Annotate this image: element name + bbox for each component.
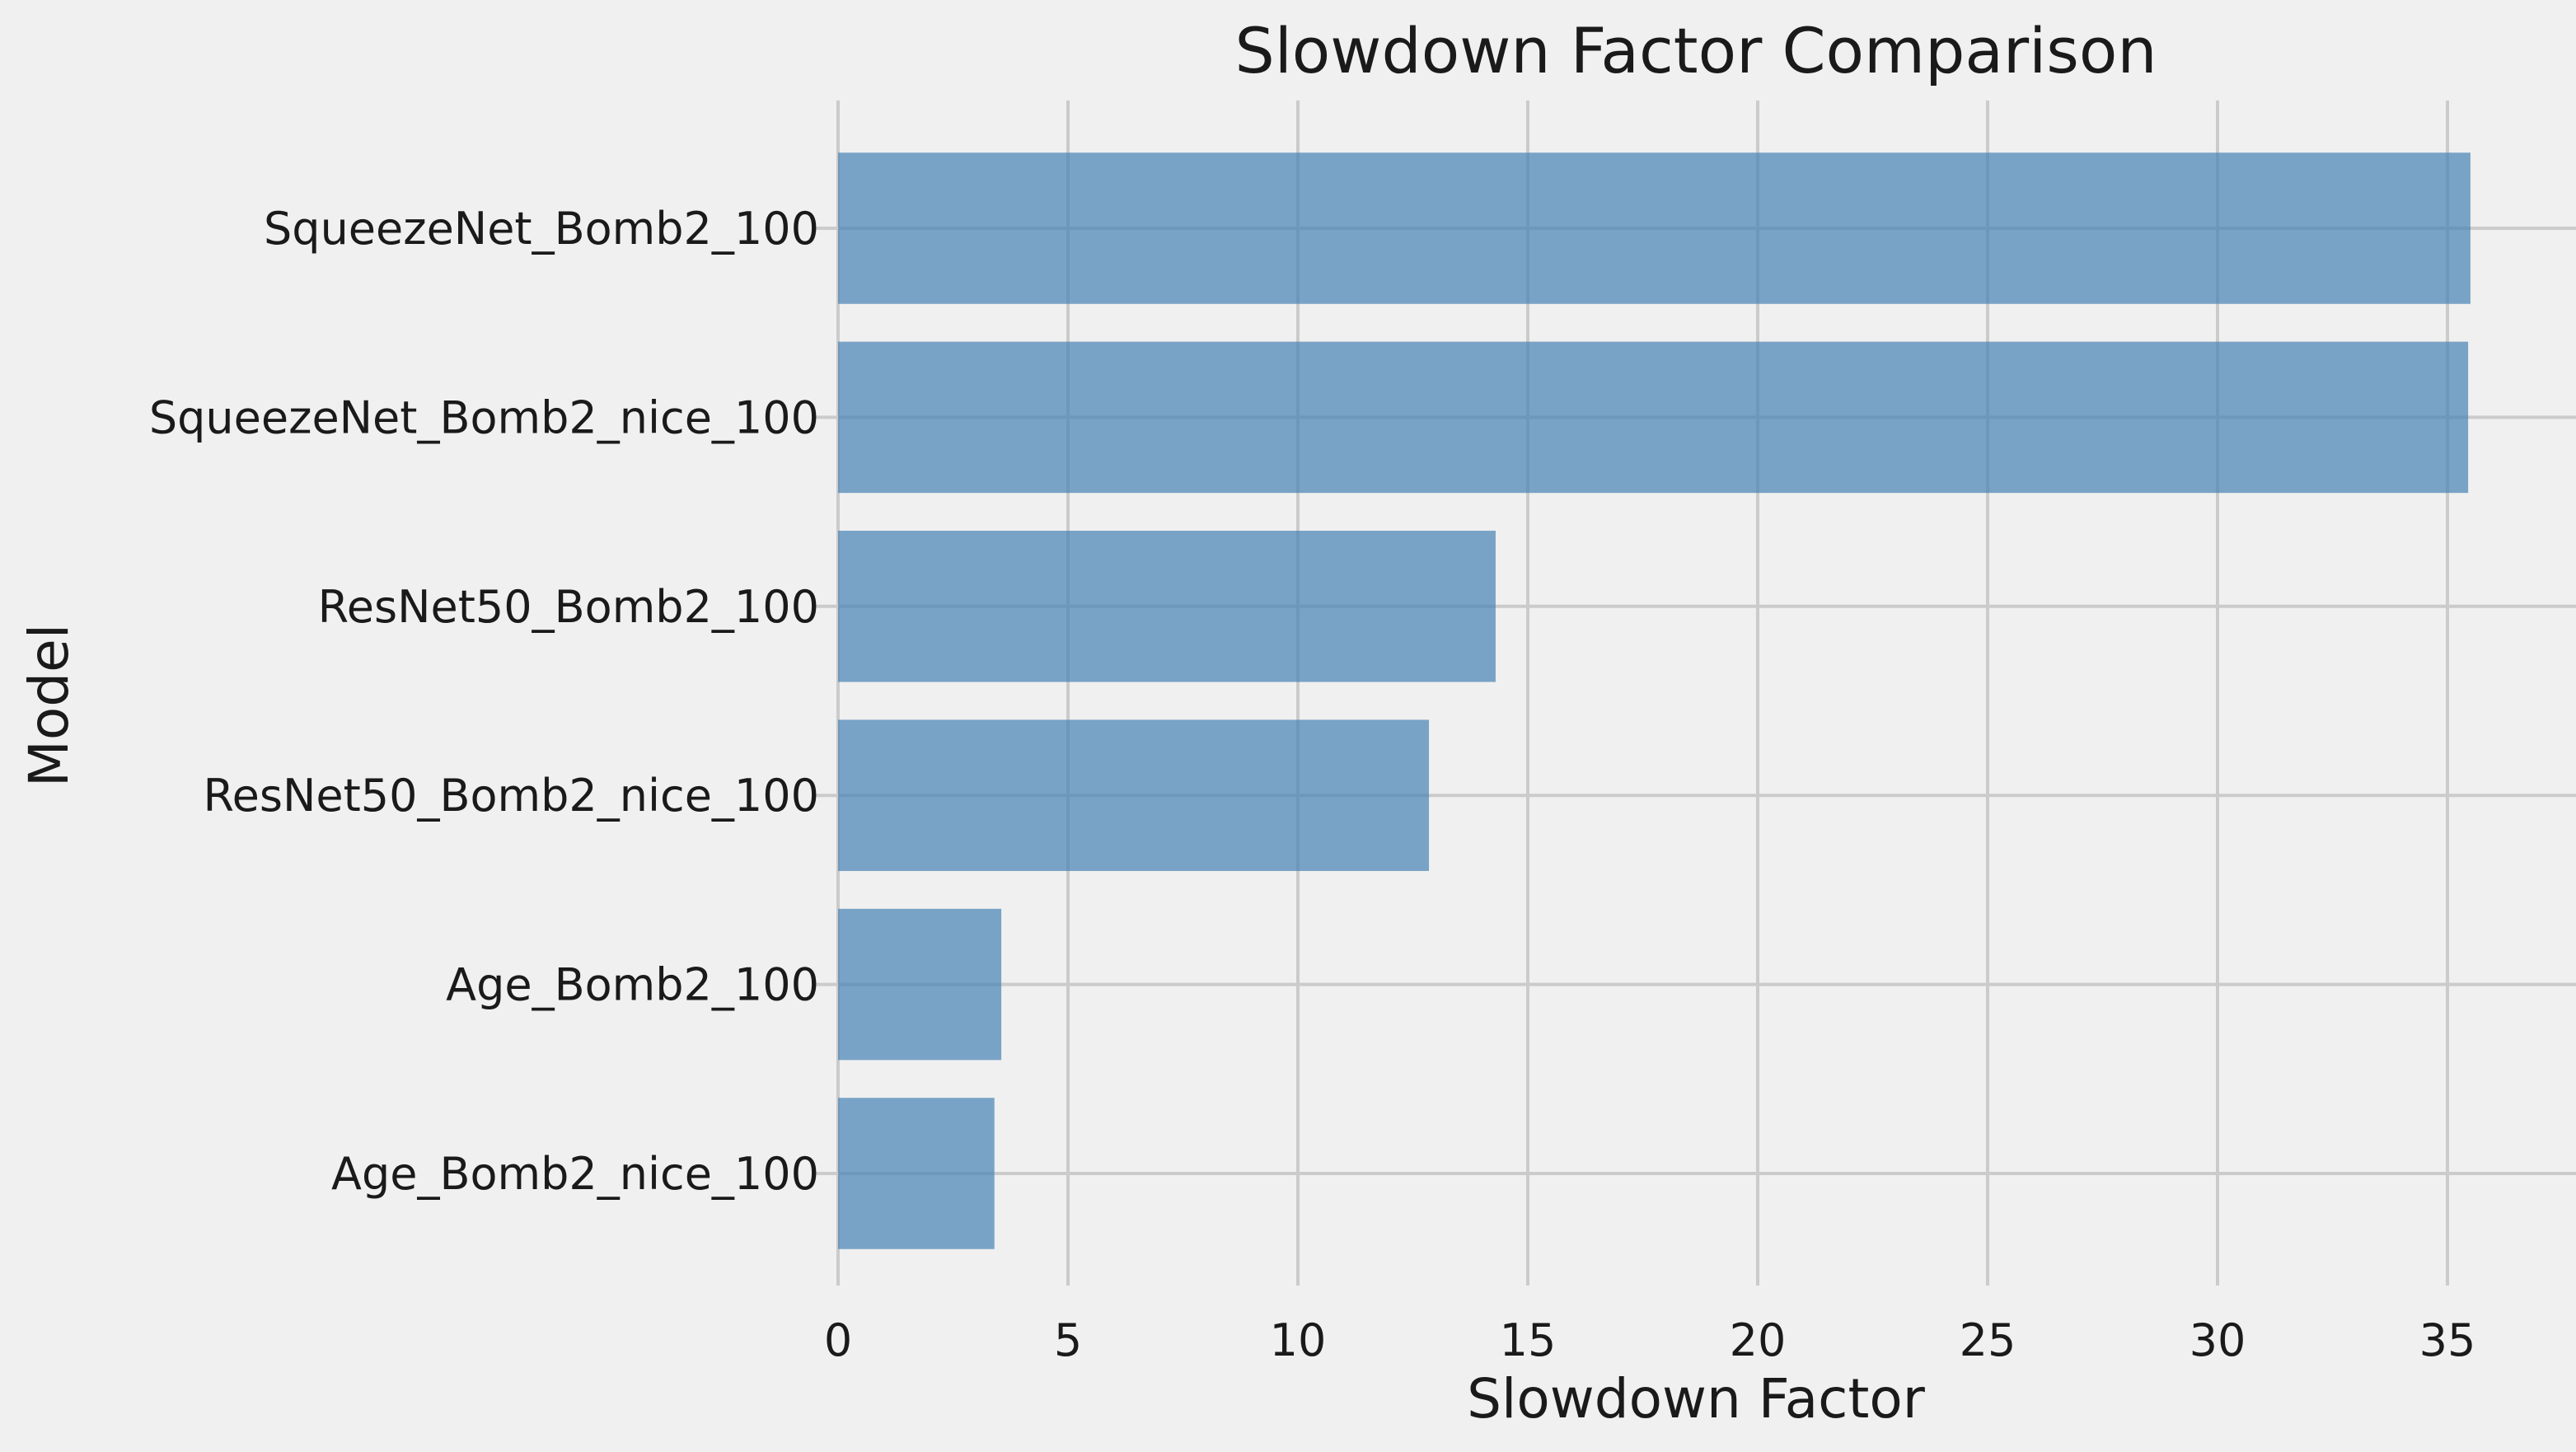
x-tick-label: 20 — [1730, 1314, 1787, 1366]
y-tick-label: SqueezeNet_Bomb2_100 — [264, 203, 819, 255]
x-tick-label: 35 — [2419, 1314, 2476, 1366]
y-tick-label: ResNet50_Bomb2_100 — [318, 581, 819, 633]
y-tick-label: ResNet50_Bomb2_nice_100 — [204, 770, 819, 822]
bar — [838, 152, 2471, 304]
bars — [838, 152, 2471, 1249]
bar — [838, 341, 2469, 494]
chart-title: Slowdown Factor Comparison — [1234, 14, 2157, 87]
x-tick-label: 30 — [2190, 1314, 2246, 1366]
bar — [838, 719, 1430, 871]
y-tick-labels: SqueezeNet_Bomb2_100 SqueezeNet_Bomb2_nic… — [149, 203, 819, 1200]
bar — [838, 531, 1496, 682]
y-axis-label: Model — [17, 624, 81, 787]
x-tick-label: 5 — [1054, 1314, 1082, 1366]
y-tick-label: Age_Bomb2_100 — [446, 959, 819, 1011]
x-tick-label: 10 — [1270, 1314, 1327, 1366]
x-tick-label: 0 — [824, 1314, 852, 1366]
x-tick-label: 25 — [1960, 1314, 2016, 1366]
bar — [838, 1098, 995, 1249]
bar — [838, 908, 1002, 1061]
x-axis-label: Slowdown Factor — [1467, 1367, 1926, 1431]
x-tick-label: 15 — [1500, 1314, 1557, 1366]
x-tick-labels: 0 5 10 15 20 25 30 35 — [824, 1314, 2476, 1366]
y-tick-label: Age_Bomb2_nice_100 — [331, 1148, 819, 1200]
y-tick-label: SqueezeNet_Bomb2_nice_100 — [149, 391, 819, 443]
